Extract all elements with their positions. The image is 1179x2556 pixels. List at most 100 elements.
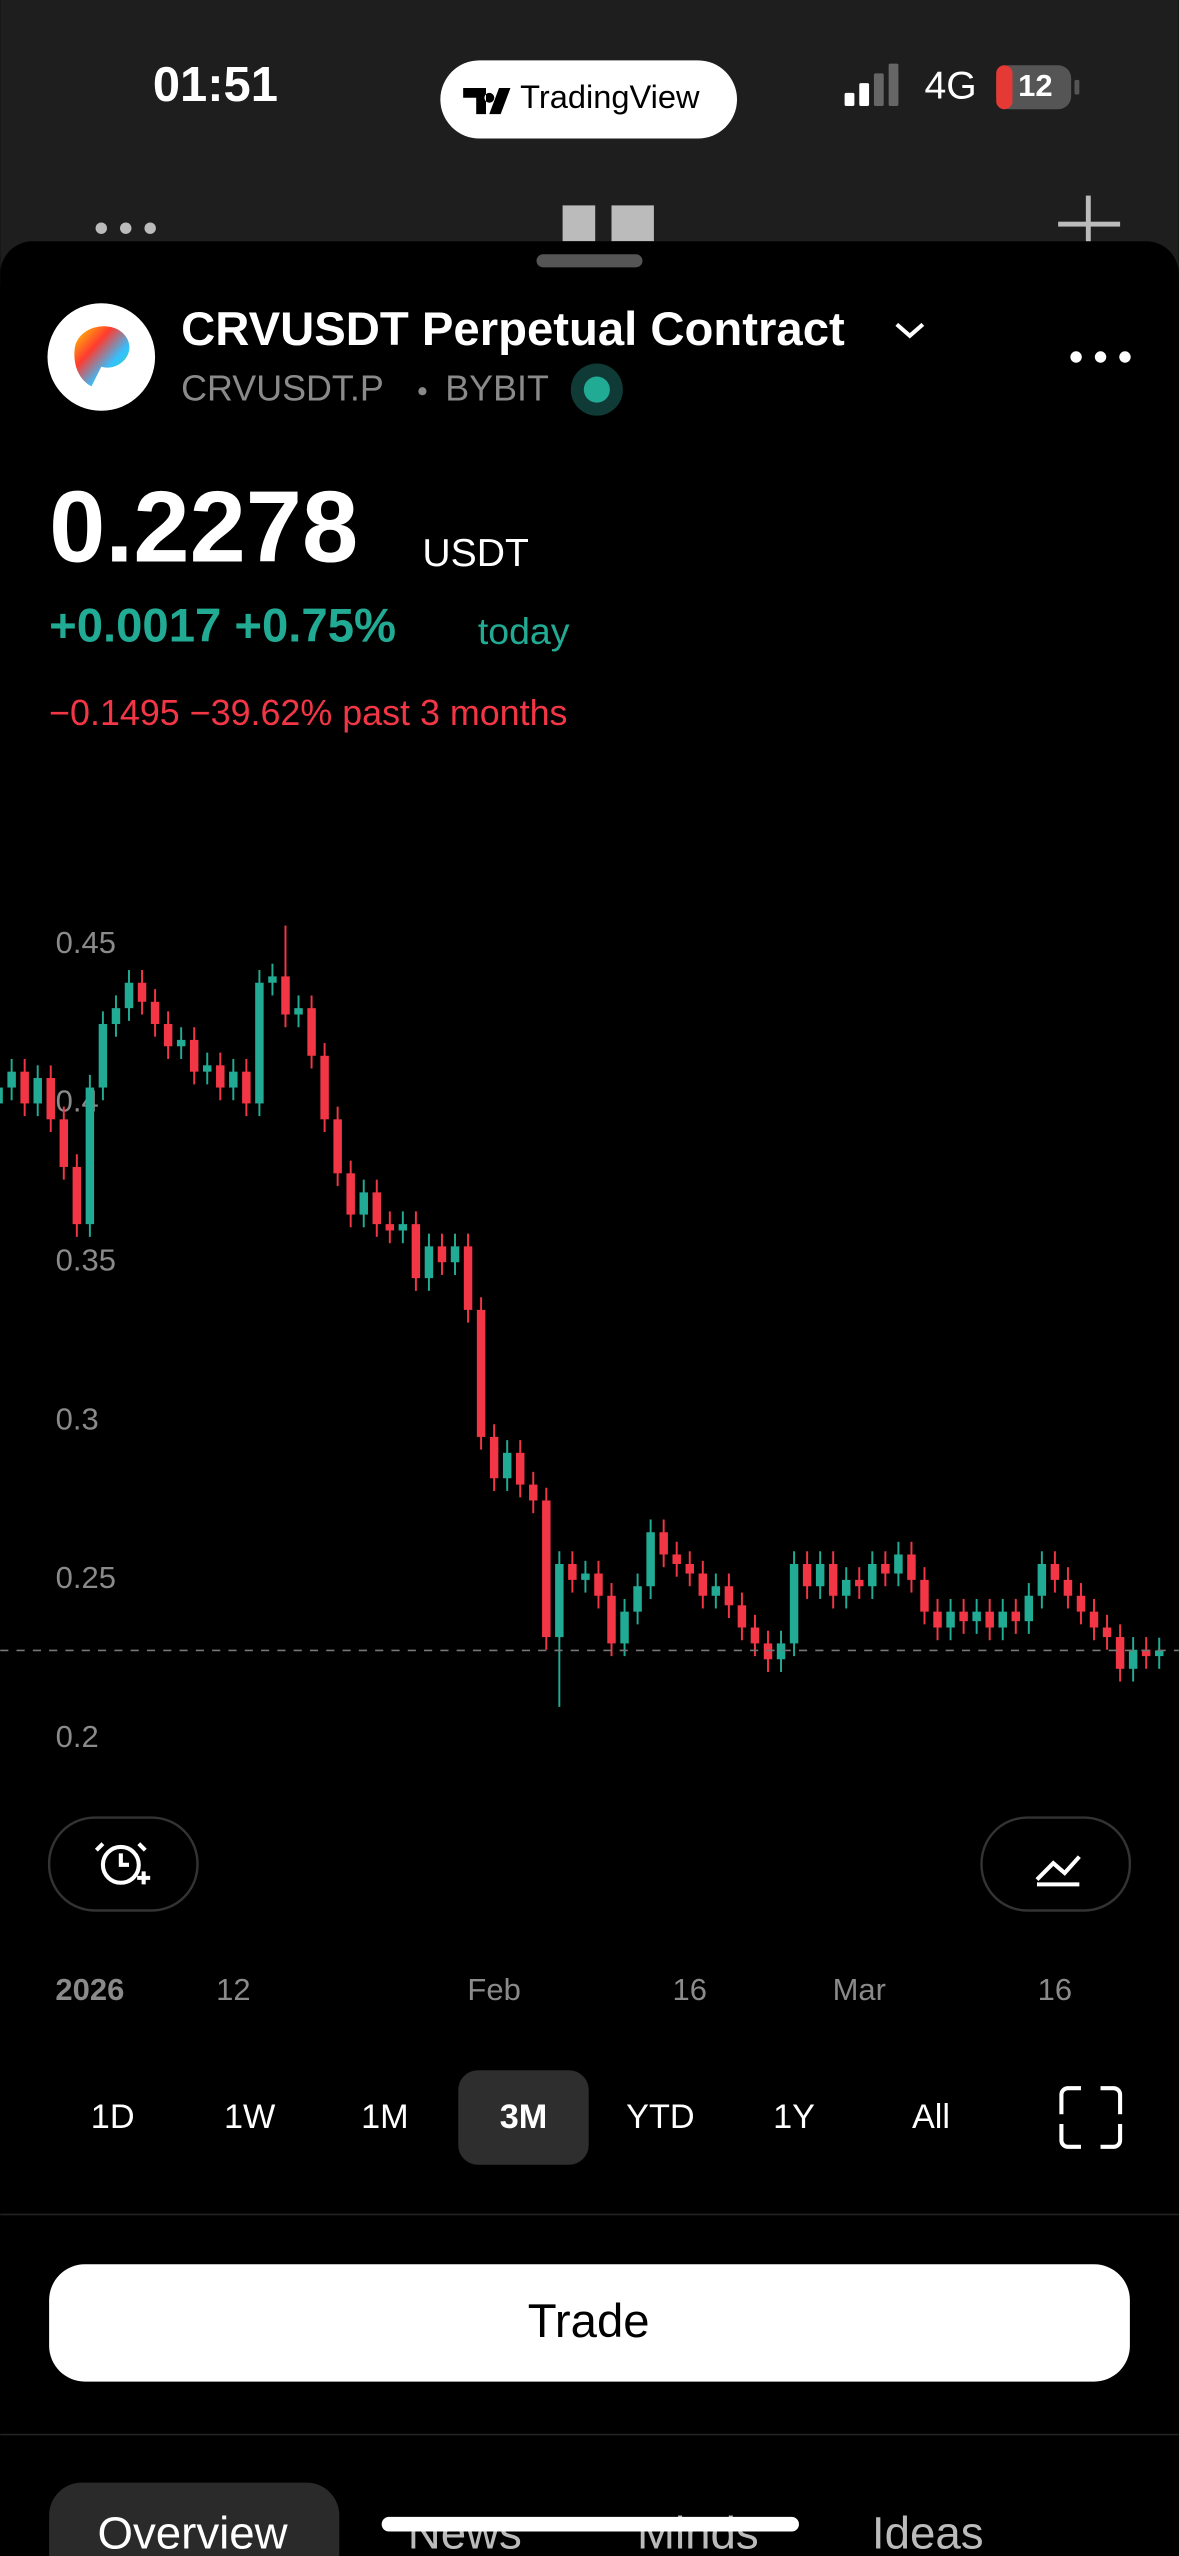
candle-body [124, 982, 134, 1009]
tab[interactable]: Overview [97, 2508, 288, 2556]
candle-body [268, 976, 277, 983]
candle-body [1115, 1637, 1125, 1669]
chart: 0.450.40.350.30.250.2 [0, 925, 1179, 1754]
candle-body [1024, 1595, 1034, 1622]
network: 4G [924, 64, 976, 107]
candle-body [20, 1071, 29, 1104]
range-active[interactable] [458, 2070, 589, 2165]
candle-body [489, 1436, 499, 1479]
candle-body [855, 1579, 864, 1587]
candle-body [46, 1078, 55, 1120]
candle-body [333, 1119, 342, 1174]
candle-body [646, 1532, 655, 1587]
candle-body [1011, 1611, 1021, 1622]
range-option[interactable]: 1W [224, 2098, 276, 2136]
alert-icon [94, 1842, 151, 1885]
candle-body [907, 1554, 916, 1580]
candle-body [1089, 1611, 1099, 1628]
x-tick-label: 12 [216, 1972, 250, 2007]
candle-body [594, 1573, 603, 1596]
range-option[interactable]: 1M [361, 2098, 409, 2136]
chart-type-icon [1035, 1855, 1081, 1887]
x-tick-label: Mar [833, 1972, 886, 2007]
range-option[interactable]: 3M [500, 2098, 548, 2136]
chart-type-button[interactable] [980, 1816, 1132, 1912]
candle-body [85, 1087, 95, 1225]
candle-body [372, 1192, 382, 1225]
alert-button[interactable] [47, 1816, 199, 1912]
exchange: BYBIT [445, 369, 549, 409]
candle-body [750, 1627, 760, 1644]
candle-body [672, 1554, 681, 1564]
change-period: −0.1495 −39.62% past 3 months [49, 693, 567, 733]
candle-body [763, 1643, 773, 1660]
price: 0.2278 [49, 471, 358, 583]
y-tick-label: 0.35 [56, 1242, 116, 1277]
candle-body [724, 1586, 734, 1606]
battery-level [996, 65, 1013, 110]
candle-body [698, 1573, 708, 1596]
x-tick-label: Feb [467, 1972, 520, 2007]
currency: USDT [422, 532, 528, 575]
candle-body [998, 1611, 1007, 1628]
candle-body [568, 1563, 577, 1580]
fullscreen[interactable] [1059, 2086, 1123, 2149]
y-tick-label: 0.25 [56, 1560, 116, 1595]
range-selector: 1D 1W 1M 3M YTD 1Y All [91, 2070, 950, 2165]
more-menu[interactable] [1070, 351, 1131, 363]
tab[interactable]: News [408, 2508, 522, 2556]
symbol-title[interactable]: CRVUSDT Perpetual Contract [181, 303, 845, 356]
candle-body [203, 1065, 212, 1072]
candle-body [1141, 1649, 1151, 1657]
candle-body [307, 1008, 316, 1056]
candle-body [1063, 1579, 1073, 1596]
range-option[interactable]: 1D [91, 2098, 135, 2136]
tab-active[interactable] [49, 2482, 340, 2556]
candle-body [789, 1563, 799, 1644]
candle-body [189, 1039, 199, 1072]
range-option[interactable]: All [912, 2098, 950, 2136]
candle-body [150, 1001, 160, 1025]
battery-text: 12 [1018, 68, 1052, 103]
candle-body [1050, 1563, 1060, 1580]
candle-body [620, 1611, 629, 1644]
candle-body [933, 1611, 942, 1628]
candle-body [398, 1224, 408, 1231]
tabs: Overview News Minds Ideas [49, 2482, 984, 2556]
tab[interactable]: Minds [637, 2508, 759, 2556]
x-axis: 2026 12 Feb 16 Mar 16 [55, 1972, 1072, 2007]
change-today: +0.0017 +0.75% [49, 600, 396, 653]
divider [0, 2213, 1179, 2216]
x-tick-label: 2026 [55, 1972, 124, 2007]
candle-body [1037, 1563, 1047, 1596]
toolbar-behind [95, 195, 1121, 255]
candle-body [294, 1008, 303, 1015]
candle-body [828, 1563, 838, 1596]
candle-body [411, 1224, 421, 1279]
tab[interactable]: Ideas [872, 2508, 984, 2556]
chevron[interactable] [895, 322, 925, 339]
y-tick-label: 0.2 [56, 1719, 99, 1754]
candle-body [1102, 1627, 1112, 1638]
separator [418, 387, 427, 396]
candle-body [320, 1055, 329, 1120]
candle-body [98, 1024, 108, 1088]
trade-button[interactable] [49, 2264, 1130, 2382]
candle-body [737, 1605, 747, 1628]
sheet-handle[interactable] [536, 254, 643, 268]
candle-body [985, 1611, 994, 1628]
candle-body [242, 1071, 251, 1104]
candle-body [281, 976, 290, 1015]
candle-body [515, 1452, 525, 1485]
candle-body [555, 1563, 564, 1638]
range-option[interactable]: YTD [626, 2098, 694, 2136]
candle-body [542, 1500, 551, 1638]
candle-body [216, 1065, 225, 1088]
candle-body [359, 1192, 368, 1215]
candle-body [59, 1119, 69, 1167]
range-option[interactable]: 1Y [773, 2098, 815, 2136]
battery-tip [1074, 79, 1080, 95]
candle-body [633, 1586, 642, 1612]
